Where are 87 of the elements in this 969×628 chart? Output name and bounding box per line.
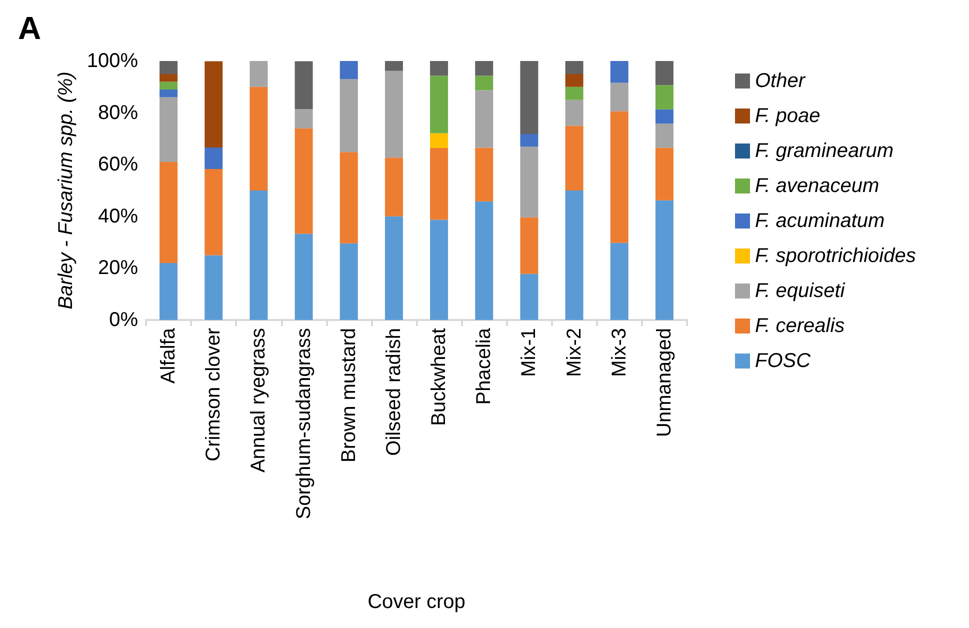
bar <box>655 124 674 148</box>
x-axis-title: Cover crop <box>368 591 466 613</box>
bar <box>475 76 494 90</box>
legend-label: F. avenaceum <box>755 175 880 197</box>
bar <box>430 220 448 320</box>
bar <box>340 61 358 80</box>
bar <box>430 61 448 76</box>
legend-label: F. graminearum <box>755 140 894 162</box>
x-tick-label: Mix-2 <box>563 328 586 377</box>
bar <box>160 162 178 264</box>
y-tick-label: 60% <box>98 154 138 176</box>
bar <box>610 111 628 243</box>
bar <box>204 255 223 320</box>
bar <box>655 200 674 320</box>
x-tick-label: Buckwheat <box>428 328 450 426</box>
bar <box>204 169 223 256</box>
bar <box>384 70 403 158</box>
x-tick-label: Sorghum-sudangrass <box>292 328 315 520</box>
bar <box>250 61 268 87</box>
bar <box>655 85 674 110</box>
x-tick-label: Unmanaged <box>653 328 676 437</box>
legend-label: F. equiseti <box>755 280 846 302</box>
bar <box>520 217 538 274</box>
text: A <box>18 10 42 46</box>
bar <box>520 146 538 218</box>
bar <box>250 190 268 320</box>
bar <box>520 134 538 146</box>
y-axis-title: Barley - Fusarium spp. (%) <box>54 72 77 310</box>
bar <box>655 61 674 86</box>
y-tick-label: 40% <box>98 205 138 228</box>
legend-label: F. poae <box>755 105 820 127</box>
bar <box>384 158 403 216</box>
bar <box>340 79 358 152</box>
bar <box>384 61 403 71</box>
bar <box>655 109 674 124</box>
bar <box>610 242 628 320</box>
bar <box>610 82 628 112</box>
x-tick-label: Phacelia <box>473 327 496 405</box>
x-tick-label: Mix-1 <box>518 328 540 377</box>
bar <box>565 86 584 100</box>
bar <box>565 126 584 190</box>
legend-label: FOSC <box>755 350 812 372</box>
bar <box>430 76 448 134</box>
legend-label: F. sporotrichioides <box>755 245 916 267</box>
y-tick-label: 80% <box>98 102 138 124</box>
bar <box>655 148 674 200</box>
x-tick-label: Alfalfa <box>158 327 180 384</box>
bar <box>475 148 494 202</box>
bar <box>565 61 584 74</box>
bar <box>565 74 584 87</box>
bar <box>384 216 403 320</box>
bar <box>430 148 448 220</box>
bar <box>475 61 494 76</box>
bar <box>565 100 584 126</box>
bar <box>340 243 358 320</box>
x-tick-label: Oilseed radish <box>382 328 405 456</box>
bar <box>475 90 494 148</box>
bar <box>160 82 178 90</box>
bar <box>160 97 178 162</box>
legend-label: Other <box>755 70 806 92</box>
bar <box>565 190 584 320</box>
x-tick-label: Crimson clover <box>202 328 225 462</box>
bar <box>160 61 178 74</box>
y-tick-label: 20% <box>98 257 138 280</box>
y-tick-label: 0% <box>109 309 138 331</box>
x-tick-label: Annual ryegrass <box>248 328 270 473</box>
bar <box>204 148 223 170</box>
bar <box>160 74 178 82</box>
bar <box>250 86 268 190</box>
x-tick-label: Brown mustard <box>338 328 360 462</box>
bar <box>430 133 448 148</box>
x-tick-label: Mix-3 <box>608 328 630 377</box>
bar <box>475 201 494 320</box>
bar <box>520 274 538 320</box>
bar <box>610 61 628 83</box>
bar <box>294 109 313 128</box>
bar <box>204 61 223 148</box>
bar <box>294 128 313 234</box>
bar <box>294 234 313 320</box>
y-tick-label: 100% <box>86 50 138 72</box>
bar <box>160 263 178 320</box>
bar <box>340 152 358 244</box>
bar <box>160 89 178 98</box>
bar <box>294 61 313 110</box>
bar <box>520 61 538 134</box>
legend-label: F. acuminatum <box>755 210 885 232</box>
legend-label: F. cerealis <box>755 315 845 337</box>
